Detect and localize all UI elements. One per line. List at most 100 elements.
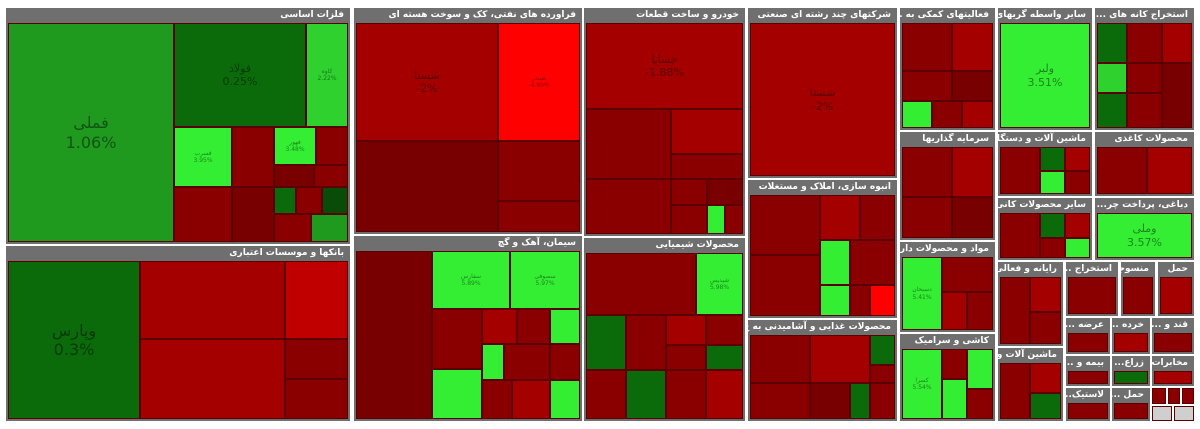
- sector-food[interactable]: محصولات غذایی و آشامیدنی به ج...: [748, 320, 897, 421]
- stock-cell[interactable]: [1068, 403, 1108, 419]
- stock-cell[interactable]: [274, 187, 296, 214]
- stock-cell[interactable]: سصوفی 5.97%: [510, 251, 580, 309]
- stock-cell[interactable]: [902, 147, 952, 197]
- stock-cell[interactable]: [1154, 371, 1192, 384]
- stock-cell[interactable]: شستا -2%: [356, 23, 498, 141]
- stock-cell[interactable]: کاوه 2.22%: [306, 23, 348, 127]
- sector-refinery[interactable]: فراورده های نفتی، کک و سوخت هسته ای شستا…: [354, 8, 582, 234]
- stock-cell[interactable]: [707, 179, 743, 205]
- stock-cell[interactable]: [1114, 403, 1148, 419]
- stock-cell[interactable]: دسبحان 5.41%: [902, 257, 942, 330]
- stock-cell[interactable]: [550, 309, 580, 344]
- stock-cell[interactable]: [356, 251, 432, 419]
- sector-mining[interactable]: استخراج کانه های ...: [1095, 8, 1194, 130]
- stock-cell[interactable]: [902, 197, 952, 238]
- sector-insurance[interactable]: بیمه و ...: [1066, 356, 1110, 386]
- stock-cell[interactable]: [316, 127, 348, 165]
- stock-cell[interactable]: شبندر -4.99%: [498, 23, 580, 141]
- stock-cell[interactable]: [1127, 23, 1162, 63]
- sector-othermineral[interactable]: سایر محصولات کانی...: [998, 198, 1092, 260]
- stock-cell[interactable]: [322, 187, 348, 214]
- stock-cell[interactable]: [1152, 388, 1166, 404]
- stock-cell[interactable]: [1030, 312, 1061, 344]
- stock-cell[interactable]: [967, 389, 993, 419]
- stock-cell[interactable]: [932, 101, 962, 128]
- sector-farm[interactable]: زراع...: [1112, 356, 1150, 386]
- stock-cell[interactable]: [850, 240, 895, 285]
- stock-cell[interactable]: [1065, 238, 1090, 258]
- stock-cell[interactable]: سفارس 5.89%: [432, 251, 510, 309]
- sector-support[interactable]: فعالیتهای کمکی به ...: [900, 8, 995, 130]
- stock-cell[interactable]: [671, 179, 707, 205]
- stock-cell[interactable]: [952, 197, 993, 238]
- stock-cell[interactable]: [706, 370, 743, 419]
- stock-cell[interactable]: [850, 383, 870, 419]
- stock-cell[interactable]: [432, 309, 482, 369]
- stock-cell[interactable]: [1168, 388, 1180, 404]
- stock-cell[interactable]: [1160, 277, 1192, 314]
- sector-tiles[interactable]: کاشی و سرامیک کسرا 5.54%: [900, 334, 995, 421]
- stock-cell[interactable]: [482, 380, 512, 419]
- stock-cell[interactable]: [140, 261, 285, 339]
- stock-cell[interactable]: [1040, 238, 1065, 258]
- sector-pharma[interactable]: مواد و محصولات دارو... دسبحان 5.41%: [900, 242, 995, 332]
- sector-auto[interactable]: خودرو و ساخت قطعات خساپا -1.88%: [584, 8, 745, 236]
- stock-cell[interactable]: [942, 292, 967, 330]
- stock-cell[interactable]: [140, 339, 285, 419]
- stock-cell[interactable]: [942, 257, 993, 292]
- stock-cell[interactable]: [671, 109, 743, 154]
- stock-cell[interactable]: [356, 141, 498, 232]
- stock-cell[interactable]: [1068, 371, 1108, 384]
- stock-cell[interactable]: [626, 370, 666, 419]
- stock-cell[interactable]: [750, 383, 810, 419]
- sector-retail[interactable]: عرضه ...: [1066, 318, 1110, 354]
- sector-trans2[interactable]: حمل ...: [1112, 388, 1150, 421]
- stock-cell[interactable]: [296, 187, 322, 214]
- stock-cell[interactable]: [232, 127, 274, 187]
- sector-investment[interactable]: سرمایه گذاریها: [900, 132, 995, 240]
- stock-cell[interactable]: ولبر 3.51%: [1000, 23, 1090, 128]
- stock-cell[interactable]: [967, 292, 993, 330]
- stock-cell[interactable]: [517, 309, 550, 344]
- stock-cell[interactable]: [174, 187, 232, 242]
- stock-cell[interactable]: [707, 205, 725, 234]
- stock-cell[interactable]: [586, 179, 671, 234]
- stock-cell[interactable]: [1114, 333, 1148, 352]
- stock-cell[interactable]: [274, 165, 314, 187]
- stock-cell[interactable]: [952, 23, 993, 71]
- stock-cell[interactable]: [810, 383, 850, 419]
- stock-cell[interactable]: [1097, 147, 1147, 194]
- sector-elec[interactable]: ماشین آلات و ...: [998, 348, 1063, 421]
- sector-machinery[interactable]: ماشین آلات و دستگا...: [998, 132, 1092, 196]
- stock-cell[interactable]: [586, 253, 696, 315]
- stock-cell[interactable]: [1114, 371, 1148, 384]
- sector-textile[interactable]: منسوجات: [1121, 262, 1155, 316]
- stock-cell[interactable]: [706, 315, 743, 345]
- sector-hotel[interactable]: حمل: [1158, 262, 1194, 316]
- stock-cell[interactable]: [671, 154, 743, 179]
- stock-cell[interactable]: [1030, 363, 1061, 393]
- stock-cell[interactable]: [725, 205, 743, 234]
- stock-cell[interactable]: [1000, 363, 1030, 419]
- stock-cell[interactable]: [432, 369, 482, 419]
- stock-cell[interactable]: [1162, 23, 1192, 63]
- stock-cell[interactable]: [902, 71, 952, 101]
- sector-banks[interactable]: بانکها و موسسات اعتباری وپارس 0.3%: [6, 246, 350, 421]
- stock-cell[interactable]: [750, 335, 810, 383]
- stock-cell[interactable]: [1097, 23, 1127, 63]
- stock-cell[interactable]: [586, 370, 626, 419]
- stock-cell[interactable]: [586, 315, 626, 370]
- sector-computer[interactable]: رایانه و فعالی...: [998, 262, 1063, 346]
- stock-cell[interactable]: [504, 344, 550, 380]
- stock-cell[interactable]: [942, 349, 967, 379]
- stock-cell[interactable]: [750, 255, 820, 316]
- stock-cell[interactable]: [810, 335, 870, 383]
- stock-cell[interactable]: [285, 261, 348, 339]
- stock-cell[interactable]: [1182, 388, 1194, 404]
- stock-cell[interactable]: کسرا 5.54%: [902, 349, 942, 419]
- stock-cell[interactable]: [1040, 147, 1065, 171]
- stock-cell[interactable]: [1147, 147, 1192, 194]
- sector-transport[interactable]: سایر واسطه گریهای ... ولبر 3.51%: [998, 8, 1092, 130]
- stock-cell[interactable]: [1127, 93, 1162, 128]
- stock-cell[interactable]: [232, 187, 274, 242]
